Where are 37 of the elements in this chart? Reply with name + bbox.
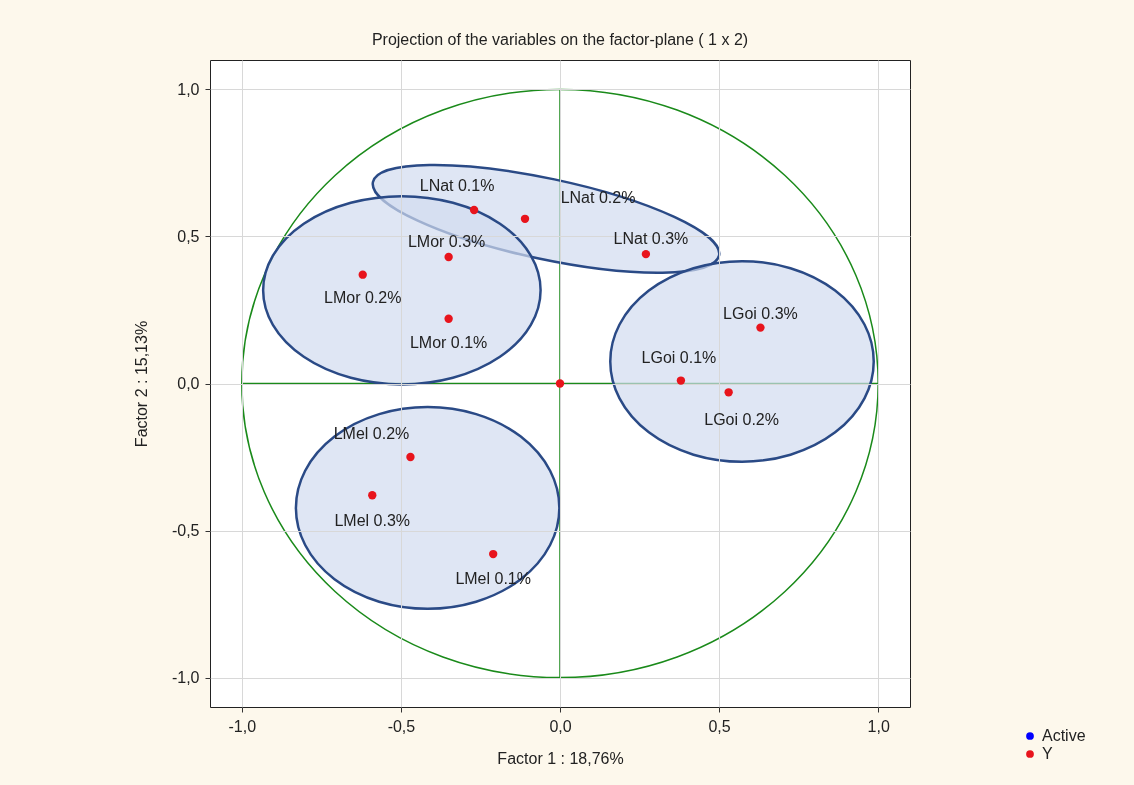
x-tick-label: -0,5 bbox=[387, 717, 416, 735]
point bbox=[368, 491, 377, 500]
point bbox=[469, 205, 479, 215]
point bbox=[520, 214, 530, 223]
point bbox=[489, 549, 498, 559]
point bbox=[444, 252, 453, 262]
point bbox=[358, 270, 367, 279]
y-tick-label: 0,0 bbox=[177, 375, 200, 392]
annotation: LGoi 0.3% bbox=[723, 304, 798, 322]
annotation: LMor 0.3% bbox=[407, 233, 486, 251]
point bbox=[641, 249, 651, 259]
annotation: LGoi 0.2% bbox=[704, 411, 779, 429]
y-tick-label: -0,5 bbox=[171, 522, 200, 540]
annotation: LNat 0.1% bbox=[419, 176, 495, 194]
annotation: LMel 0.3% bbox=[334, 512, 411, 530]
x-tick-label: -1,0 bbox=[228, 717, 257, 735]
point bbox=[724, 388, 733, 397]
y-tick-label: -1,0 bbox=[171, 669, 200, 687]
point bbox=[444, 314, 453, 323]
annotation: LMor 0.1% bbox=[409, 333, 488, 351]
legend-label: Active bbox=[1042, 727, 1086, 744]
y-tick-label: 1,0 bbox=[177, 80, 200, 98]
x-tick-label: 0,0 bbox=[549, 717, 572, 735]
annotation: LMel 0.2% bbox=[333, 425, 410, 443]
x-tick-label: 0,5 bbox=[708, 717, 731, 735]
y-axis-title: Factor 2 : 15,13% bbox=[132, 320, 150, 448]
x-axis-title: Factor 1 : 18,76% bbox=[497, 749, 624, 767]
annotation: LMor 0.2% bbox=[324, 288, 402, 306]
legend-label: Y bbox=[1042, 745, 1053, 762]
annotation: LNat 0.3% bbox=[613, 230, 689, 248]
x-tick-label: 1,0 bbox=[867, 717, 890, 735]
annotation: LGoi 0.1% bbox=[641, 348, 717, 366]
chart-title: Projection of the variables on the factor-plane ( 1 x 2) bbox=[371, 31, 749, 48]
point bbox=[676, 376, 686, 385]
y-tick-label: 0,5 bbox=[177, 227, 200, 245]
point bbox=[756, 323, 765, 332]
point bbox=[406, 452, 415, 462]
